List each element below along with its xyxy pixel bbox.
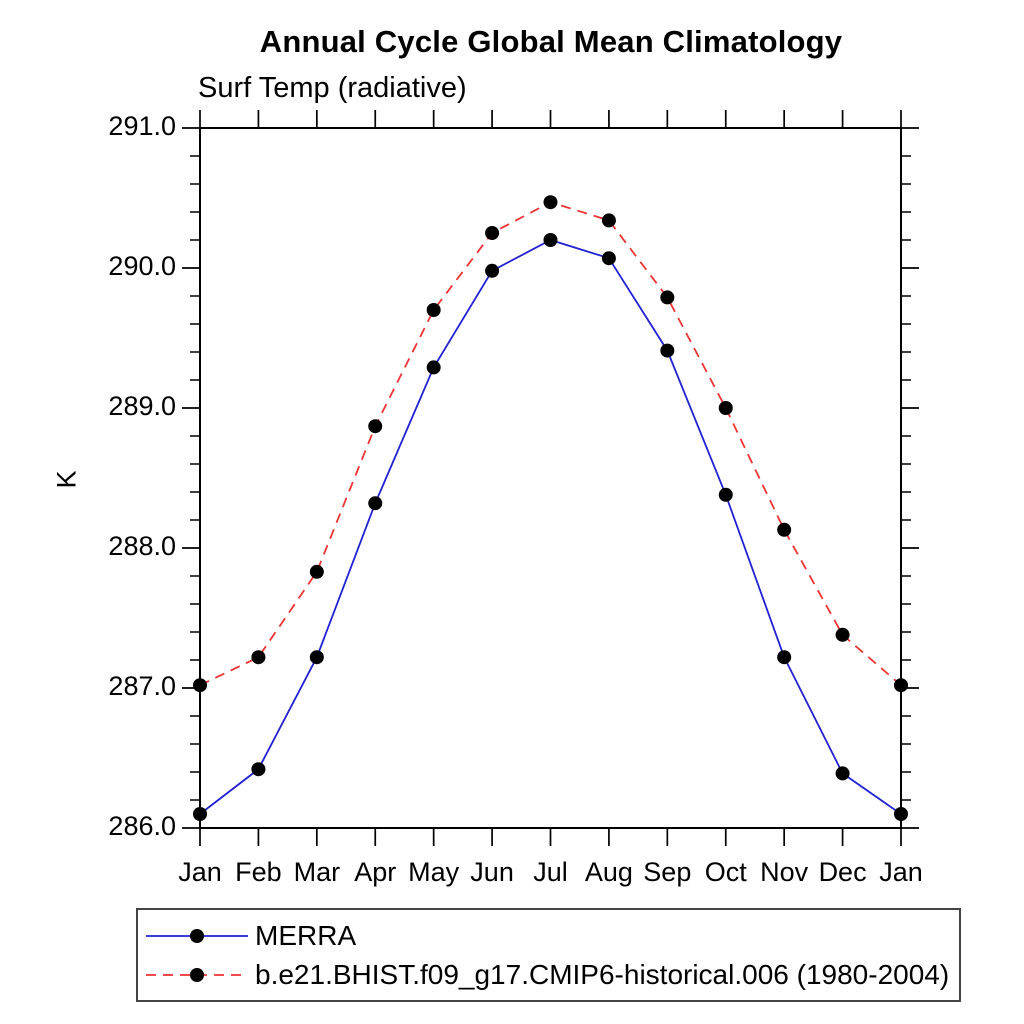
y-tick-label: 291.0 xyxy=(108,111,176,141)
data-point-marker xyxy=(368,419,383,434)
legend-row-model: b.e21.BHIST.f09_g17.CMIP6-historical.006… xyxy=(142,959,959,991)
data-point-marker xyxy=(309,650,324,665)
y-tick-label: 288.0 xyxy=(108,531,176,561)
data-point-marker xyxy=(485,263,500,278)
data-point-marker xyxy=(543,195,558,210)
data-point-marker xyxy=(251,650,266,665)
data-point-marker xyxy=(894,807,908,821)
data-point-marker xyxy=(251,762,266,777)
y-tick-label: 290.0 xyxy=(108,251,176,281)
x-tick-label: Mar xyxy=(294,857,341,887)
data-point-marker xyxy=(601,213,616,228)
legend-label-merra: MERRA xyxy=(255,919,357,951)
x-tick-label: Jul xyxy=(533,857,568,887)
legend-swatch-dashed-line-icon xyxy=(146,967,248,982)
series-line-1 xyxy=(199,201,902,687)
chart-subtitle: Surf Temp (radiative) xyxy=(198,72,467,104)
data-point-marker xyxy=(543,233,558,247)
x-tick-label: Jun xyxy=(470,857,514,887)
x-tick-label: Apr xyxy=(354,857,396,887)
x-tick-label: May xyxy=(408,857,460,887)
data-point-marker xyxy=(309,564,324,579)
x-tick-label: Jan xyxy=(879,857,923,887)
x-tick-label: Sep xyxy=(643,857,691,887)
data-point-marker xyxy=(601,251,616,266)
y-tick-label: 287.0 xyxy=(108,671,176,701)
data-point-marker xyxy=(660,290,675,305)
data-point-marker xyxy=(718,487,733,502)
data-point-marker xyxy=(426,303,441,317)
legend-swatch-solid-line-icon xyxy=(146,928,248,943)
data-point-marker xyxy=(193,678,207,693)
data-point-marker xyxy=(835,766,850,781)
data-point-marker xyxy=(777,650,792,665)
data-point-marker xyxy=(777,522,792,537)
y-tick-label: 286.0 xyxy=(108,811,176,841)
x-tick-label: Oct xyxy=(705,857,748,887)
x-tick-label: Feb xyxy=(235,857,282,887)
y-tick-label: 289.0 xyxy=(108,391,176,421)
data-point-marker xyxy=(718,401,733,415)
data-point-marker xyxy=(835,627,850,642)
x-tick-label: Nov xyxy=(760,857,809,887)
data-point-marker xyxy=(368,496,383,511)
x-tick-label: Dec xyxy=(819,857,867,887)
legend-row-merra: MERRA xyxy=(142,920,959,952)
data-point-marker xyxy=(485,226,500,240)
x-tick-label: Aug xyxy=(585,857,633,887)
data-point-marker xyxy=(660,343,675,358)
series-line-0 xyxy=(199,239,902,815)
data-point-marker xyxy=(426,360,441,375)
x-tick-label: Jan xyxy=(178,857,222,887)
chart-title: Annual Cycle Global Mean Climatology xyxy=(259,24,843,59)
legend-label-model: b.e21.BHIST.f09_g17.CMIP6-historical.006… xyxy=(255,958,950,990)
data-point-marker xyxy=(193,807,207,821)
legend-box: MERRA b.e21.BHIST.f09_g17.CMIP6-historic… xyxy=(136,908,961,1002)
data-point-marker xyxy=(894,678,908,693)
